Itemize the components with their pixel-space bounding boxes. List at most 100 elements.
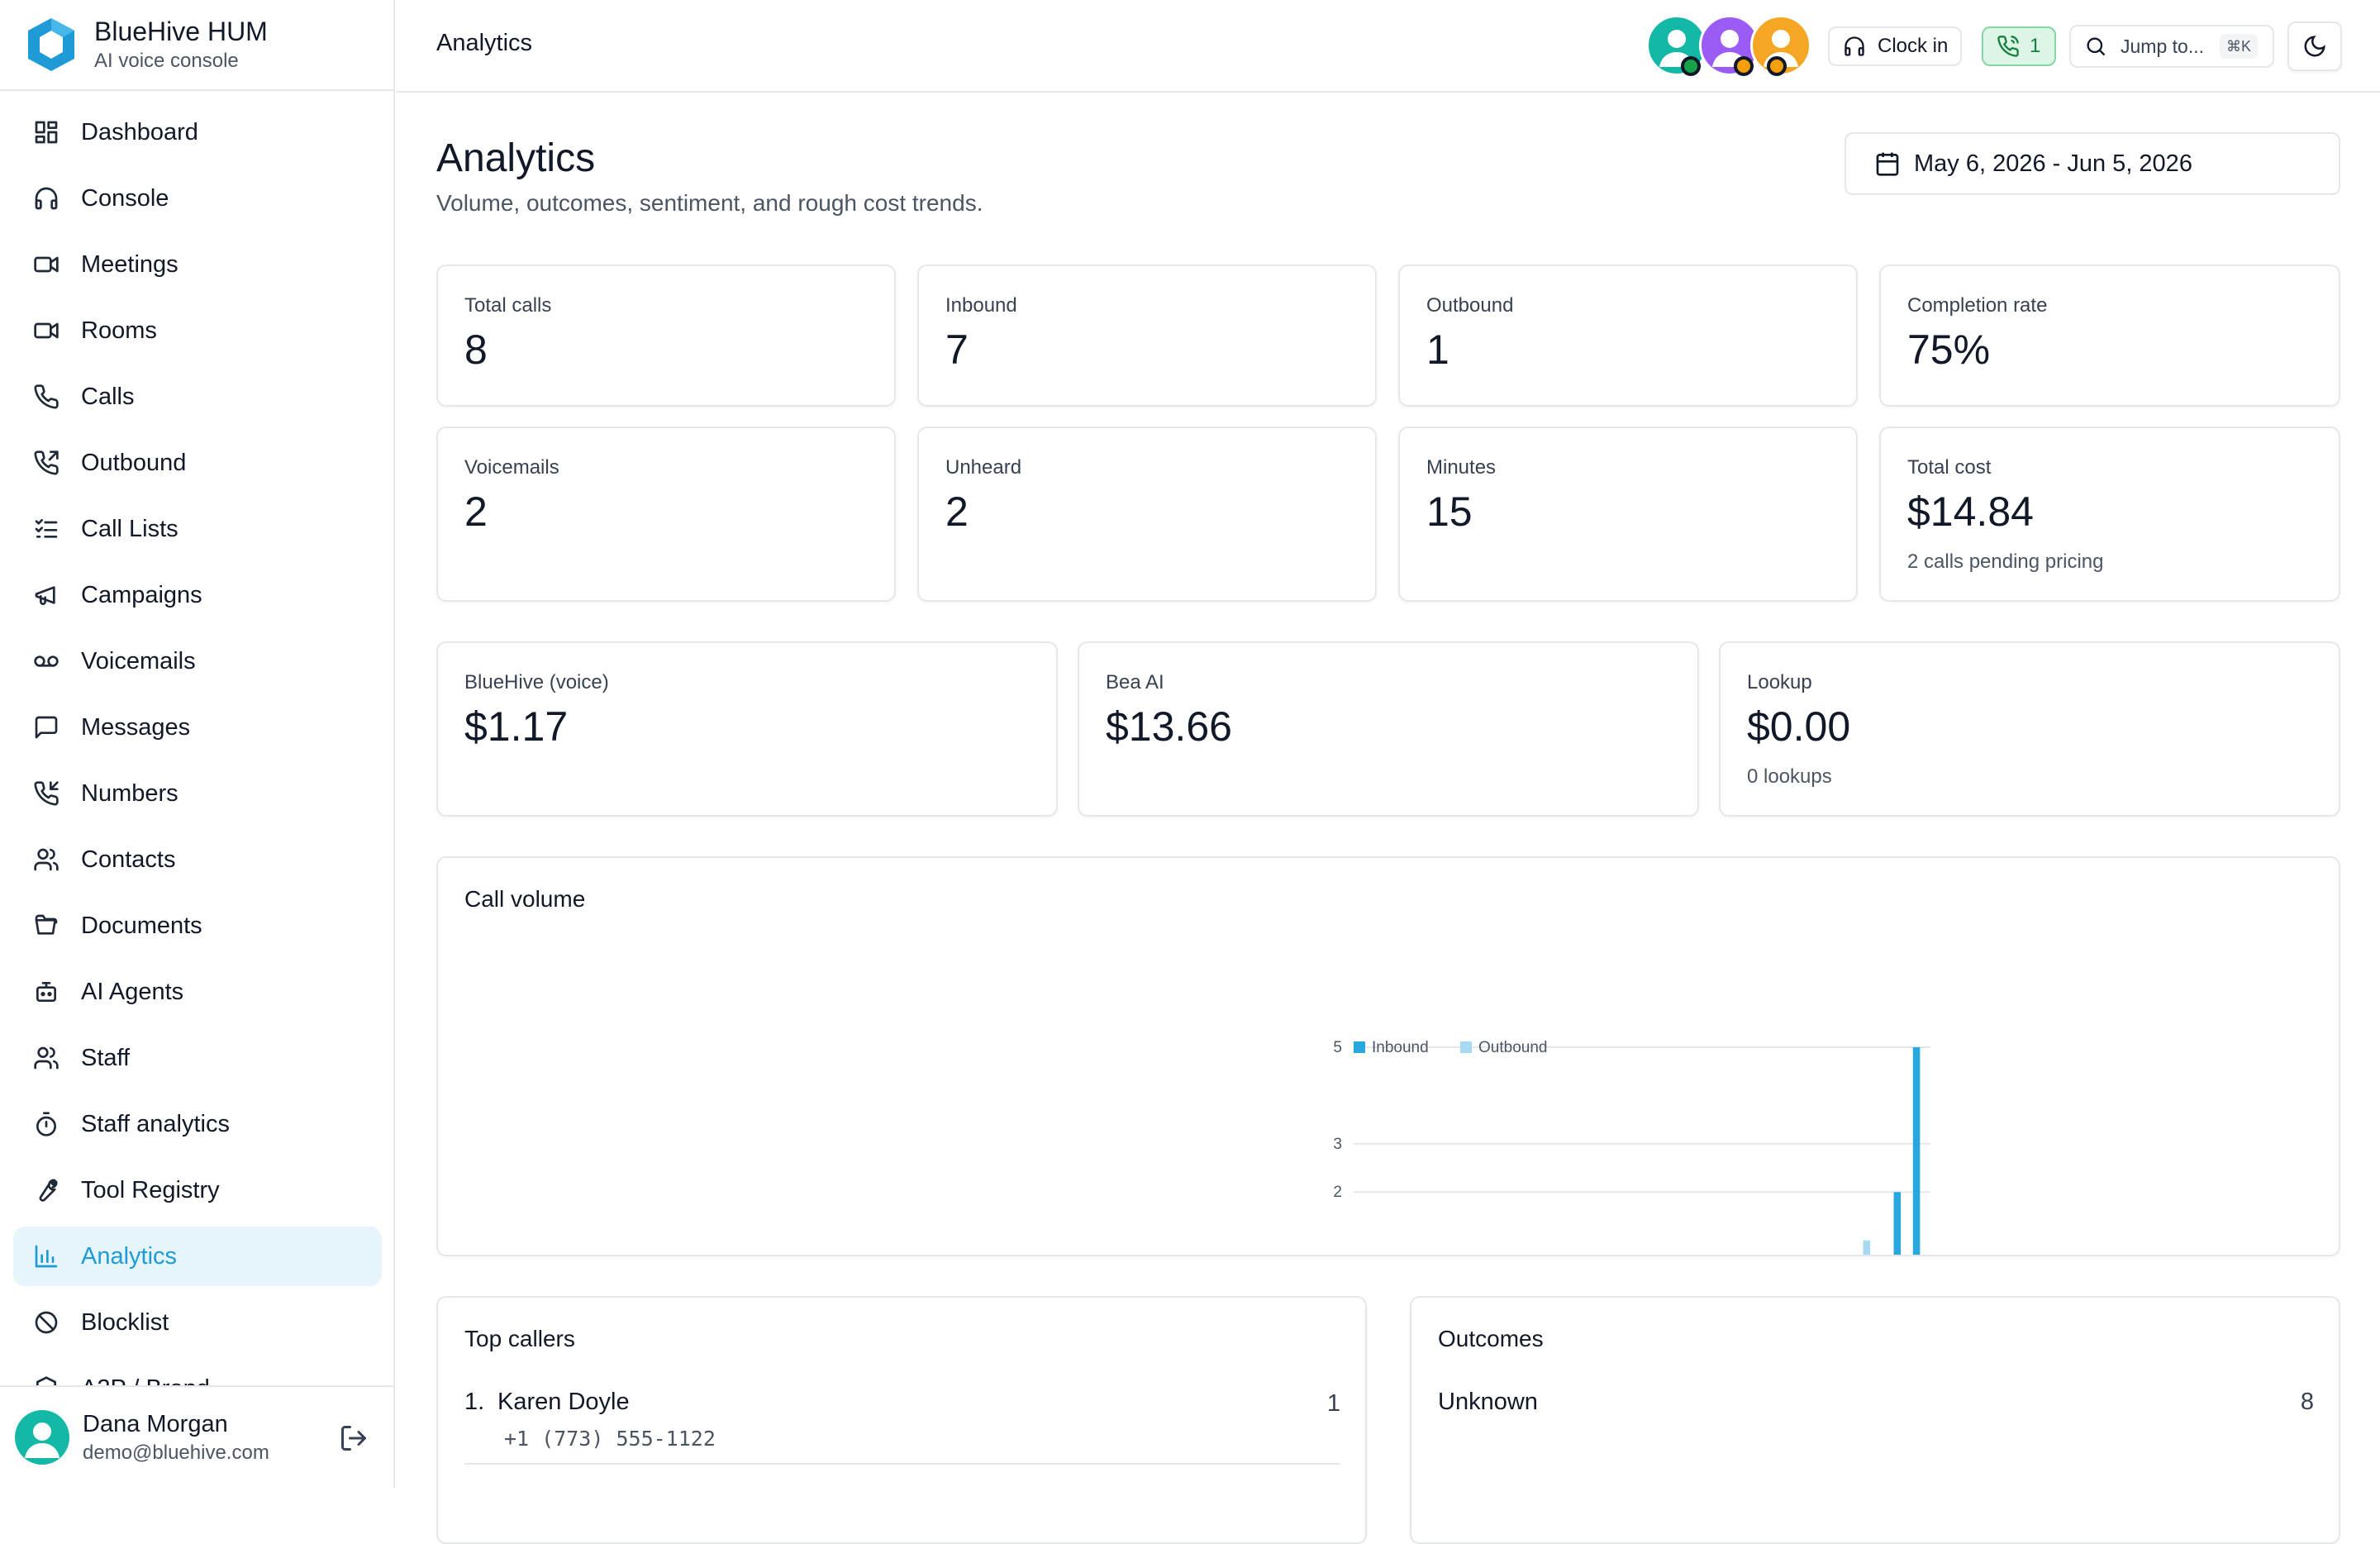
sidebar-item-label: Messages (81, 713, 191, 741)
stat-value: 2 (464, 488, 488, 535)
outcomes-card: Outcomes Unknown 8 (1410, 1296, 2340, 1544)
sidebar: BlueHive HUM AI voice console Dashboard … (0, 0, 395, 1488)
sidebar-item-rooms[interactable]: Rooms (13, 301, 382, 360)
sidebar-item-label: A2P / Brand (81, 1375, 210, 1389)
legend-label: Outbound (1478, 1039, 1547, 1056)
cost-label: Bea AI (1106, 671, 1164, 693)
sidebar-item-label: Documents (81, 912, 202, 939)
brand-subtitle: AI voice console (94, 50, 239, 72)
sidebar-item-outbound[interactable]: Outbound (13, 433, 382, 493)
stat-value: 75% (1907, 326, 1991, 373)
clock-in-label: Clock in (1878, 35, 1949, 57)
status-dot (1681, 56, 1701, 76)
stat-card-unheard: Unheard 2 (917, 427, 1377, 602)
date-range-picker[interactable]: May 6, 2026 - Jun 5, 2026 (1844, 132, 2340, 195)
stat-value: 15 (1426, 488, 1473, 535)
legend-swatch (1460, 1041, 1472, 1053)
top-bar: Analytics Clock in 1 Jump to... ⌘K (397, 0, 2380, 93)
cost-label: BlueHive (voice) (464, 671, 609, 693)
active-calls-button[interactable]: 1 (1982, 26, 2056, 66)
sidebar-item-tool-registry[interactable]: Tool Registry (13, 1160, 382, 1220)
stat-label: Completion rate (1907, 294, 2048, 317)
timer-icon (36, 1112, 56, 1137)
headphones-icon (1844, 36, 1864, 56)
sidebar-item-analytics[interactable]: Analytics (13, 1227, 382, 1286)
stat-label: Total cost (1907, 456, 1992, 479)
y-tick-label: 3 (1333, 1136, 1342, 1153)
stat-label: Total calls (464, 294, 552, 317)
logout-button[interactable] (339, 1423, 369, 1453)
phone-call-icon (1997, 36, 2019, 57)
theme-toggle-button[interactable] (2287, 21, 2342, 71)
call-volume-card: Call volume 023505-0705-1205-1705-2205-2… (436, 856, 2340, 1256)
users-icon (34, 848, 59, 871)
sidebar-item-numbers[interactable]: Numbers (13, 764, 382, 823)
message-icon (35, 716, 58, 739)
sidebar-item-ai-agents[interactable]: AI Agents (13, 962, 382, 1022)
sidebar-item-console[interactable]: Console (13, 169, 382, 228)
sidebar-item-call-lists[interactable]: Call Lists (13, 499, 382, 559)
sidebar-item-voicemails[interactable]: Voicemails (13, 631, 382, 691)
sidebar-item-blocklist[interactable]: Blocklist (13, 1293, 382, 1352)
caller-phone: +1 (773) 555-1122 (504, 1427, 716, 1451)
cost-note: 0 lookups (1747, 765, 1832, 788)
sidebar-item-staff-analytics[interactable]: Staff analytics (13, 1094, 382, 1154)
brand-name: BlueHive HUM (94, 17, 268, 46)
main-content: Analytics Volume, outcomes, sentiment, a… (397, 94, 2380, 1544)
stat-label: Inbound (945, 294, 1017, 317)
sidebar-item-label: Rooms (81, 317, 157, 344)
sidebar-item-label: Console (81, 184, 169, 212)
top-callers-card: Top callers 1. Karen Doyle +1 (773) 555-… (436, 1296, 1367, 1544)
sidebar-item-dashboard[interactable]: Dashboard (13, 102, 382, 162)
presence-avatars[interactable] (1646, 15, 1811, 81)
legend-swatch (1354, 1041, 1365, 1053)
sidebar-item-label: Staff analytics (81, 1110, 231, 1137)
hexagon-logo-icon (28, 18, 74, 71)
cost-value: $1.17 (464, 703, 569, 750)
ban-icon (35, 1311, 58, 1334)
stat-label: Outbound (1426, 294, 1514, 317)
sidebar-item-messages[interactable]: Messages (13, 698, 382, 757)
sidebar-item-contacts[interactable]: Contacts (13, 830, 382, 889)
sidebar-item-calls[interactable]: Calls (13, 367, 382, 427)
cost-card-bea-ai: Bea AI $13.66 (1078, 641, 1699, 817)
bar-inbound (1912, 1047, 1921, 1255)
bot-icon (36, 982, 56, 1002)
user-name: Dana Morgan (83, 1411, 228, 1437)
caller-name: Karen Doyle (497, 1389, 630, 1415)
table-row[interactable]: 1. Karen Doyle +1 (773) 555-1122 1 (464, 1385, 1340, 1465)
wrench-icon (39, 1179, 58, 1202)
cost-card-bluehive-voice: BlueHive (voice) $1.17 (436, 641, 1058, 817)
sidebar-item-meetings[interactable]: Meetings (13, 235, 382, 294)
folder-open-icon (35, 914, 58, 935)
stat-value: 8 (464, 326, 488, 373)
sidebar-item-a2p-brand[interactable]: A2P / Brand (13, 1359, 382, 1389)
jump-to-placeholder: Jump to... (2121, 35, 2204, 57)
stat-card-completion-rate: Completion rate 75% (1879, 264, 2340, 407)
sidebar-item-documents[interactable]: Documents (13, 896, 382, 955)
page-title: Analytics (436, 136, 596, 180)
outcome-count: 8 (2300, 1389, 2314, 1415)
stat-value: 7 (945, 326, 969, 373)
sidebar-item-label: Outbound (81, 449, 187, 476)
bar-chart-icon (35, 1245, 58, 1268)
sidebar-item-label: Numbers (81, 779, 178, 807)
stat-card-outbound: Outbound 1 (1398, 264, 1858, 407)
sidebar-item-campaigns[interactable]: Campaigns (13, 565, 382, 625)
jump-to-search[interactable]: Jump to... ⌘K (2069, 25, 2274, 68)
user-profile[interactable]: Dana Morgan demo@bluehive.com (0, 1385, 393, 1488)
sidebar-item-staff[interactable]: Staff (13, 1028, 382, 1088)
voicemail-icon (34, 655, 59, 667)
stat-card-total-calls: Total calls 8 (436, 264, 896, 407)
brand[interactable]: BlueHive HUM AI voice console (0, 0, 393, 91)
keyboard-shortcut: ⌘K (2219, 34, 2258, 59)
sidebar-item-label: Meetings (81, 250, 178, 278)
outcome-label: Unknown (1438, 1389, 1538, 1415)
avatar (15, 1410, 69, 1465)
moon-icon (2304, 36, 2325, 57)
stat-card-minutes: Minutes 15 (1398, 427, 1858, 602)
stat-card-inbound: Inbound 7 (917, 264, 1377, 407)
sidebar-item-label: Tool Registry (81, 1176, 220, 1203)
user-email: demo@bluehive.com (83, 1442, 269, 1464)
clock-in-button[interactable]: Clock in (1828, 26, 1962, 66)
